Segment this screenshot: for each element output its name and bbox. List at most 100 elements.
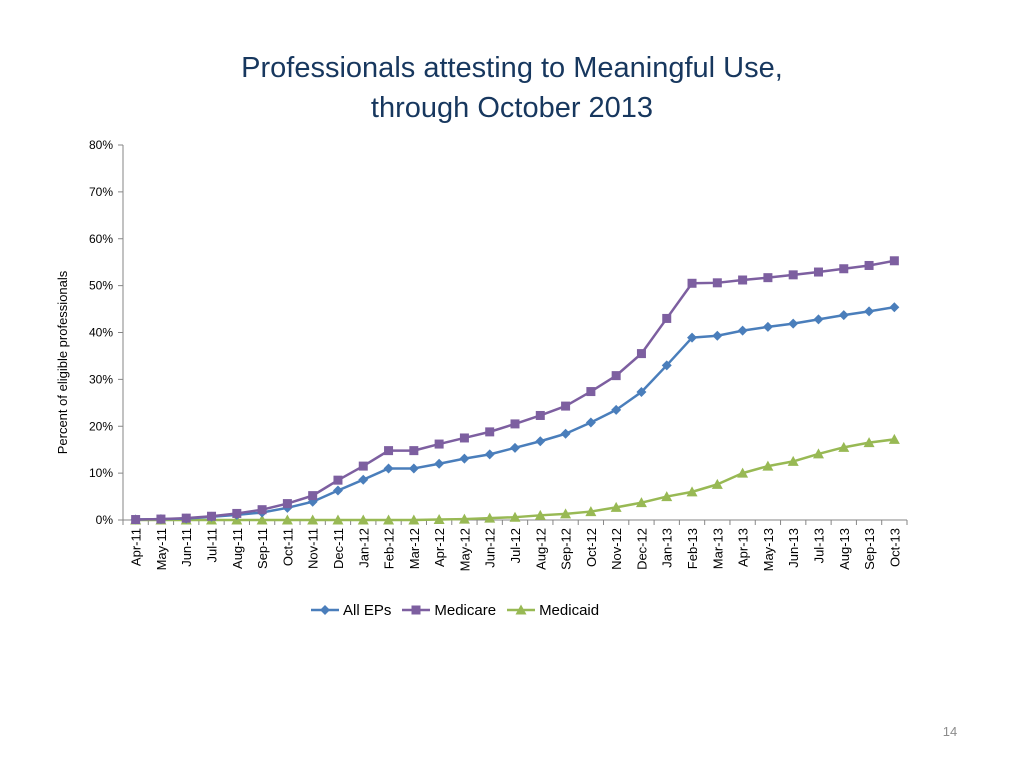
- data-point-all-eps: [510, 442, 520, 453]
- legend-label: Medicare: [434, 601, 497, 619]
- data-point-medicare: [636, 349, 646, 359]
- data-point-medicaid: [812, 448, 824, 459]
- data-point-medicaid: [661, 491, 673, 502]
- data-point-medicare: [763, 273, 773, 283]
- data-point-medicare: [662, 313, 672, 323]
- data-point-medicare: [510, 419, 520, 429]
- data-point-medicaid: [281, 514, 293, 525]
- data-point-medicaid: [863, 437, 875, 448]
- data-point-medicare: [586, 387, 596, 397]
- y-tick-label: 10%: [89, 466, 113, 480]
- data-point-medicare: [813, 267, 823, 277]
- page-number: 14: [942, 724, 958, 739]
- y-tick-label: 40%: [89, 326, 113, 340]
- y-tick-label: 50%: [89, 279, 113, 293]
- x-tick-label: Mar-12: [407, 528, 422, 569]
- data-point-all-eps: [762, 321, 773, 332]
- x-tick-label: Dec-11: [331, 528, 346, 569]
- data-point-all-eps: [687, 332, 698, 343]
- x-tick-label: Dec-12: [634, 528, 649, 570]
- data-point-all-eps: [383, 463, 394, 474]
- data-point-medicaid: [458, 513, 470, 524]
- data-point-medicaid: [762, 460, 774, 471]
- data-point-medicare: [282, 499, 292, 509]
- data-point-medicaid: [610, 501, 622, 512]
- data-point-medicare: [535, 410, 545, 420]
- data-point-medicaid: [509, 511, 521, 522]
- data-point-all-eps: [889, 302, 900, 313]
- data-point-medicare: [409, 446, 419, 456]
- data-point-medicaid: [357, 514, 369, 525]
- data-point-medicare: [358, 461, 368, 471]
- data-point-medicaid: [888, 433, 900, 444]
- data-point-medicaid: [686, 486, 698, 497]
- data-point-all-eps: [636, 387, 647, 398]
- y-axis-title: Percent of eligible professionals: [55, 270, 70, 454]
- data-point-all-eps: [838, 310, 849, 321]
- data-point-all-eps: [611, 404, 622, 415]
- y-tick-label: 80%: [89, 138, 113, 152]
- x-tick-label: Sep-11: [255, 528, 270, 569]
- data-point-medicare: [611, 371, 621, 381]
- data-point-medicaid: [307, 514, 319, 525]
- x-tick-label: Apr-12: [432, 528, 447, 567]
- data-point-medicare: [687, 278, 697, 288]
- data-point-medicare: [384, 446, 394, 456]
- legend-item-medicare: Medicare: [401, 602, 496, 619]
- data-point-all-eps: [712, 330, 723, 341]
- data-point-medicare: [712, 278, 722, 288]
- x-tick-label: Oct-11: [280, 528, 295, 566]
- data-point-medicaid: [560, 508, 572, 519]
- y-tick-label: 30%: [89, 372, 113, 386]
- data-point-medicaid: [484, 512, 496, 523]
- x-tick-label: Oct-13: [887, 528, 902, 567]
- data-point-medicare: [864, 260, 874, 270]
- x-tick-label: May-11: [154, 528, 169, 570]
- legend-label: Medicaid: [539, 601, 600, 619]
- data-point-all-eps: [737, 325, 748, 336]
- x-tick-label: Sep-13: [862, 528, 877, 570]
- x-tick-label: Mar-13: [710, 528, 725, 569]
- x-tick-label: Jul-13: [811, 528, 826, 563]
- data-point-medicare: [561, 401, 571, 411]
- data-point-all-eps: [358, 474, 369, 485]
- x-tick-label: Jun-11: [179, 528, 194, 567]
- x-tick-label: Nov-12: [609, 528, 624, 570]
- x-tick-label: Jul-12: [508, 528, 523, 563]
- x-tick-label: Nov-11: [306, 528, 321, 569]
- series-line-medicare: [135, 259, 895, 521]
- y-tick-label: 0%: [96, 513, 114, 527]
- y-tick-label: 70%: [89, 185, 113, 199]
- data-point-medicare: [839, 264, 849, 274]
- data-point-medicare: [232, 508, 242, 518]
- data-point-all-eps: [484, 449, 495, 460]
- data-point-all-eps: [788, 318, 799, 329]
- data-point-medicaid: [534, 509, 546, 520]
- data-point-medicare: [485, 427, 495, 437]
- data-point-all-eps: [864, 306, 875, 317]
- x-tick-label: Aug-12: [533, 528, 548, 570]
- y-tick-label: 60%: [89, 232, 113, 246]
- data-point-all-eps: [560, 428, 571, 439]
- y-tick-label: 20%: [89, 419, 113, 433]
- data-point-medicare: [308, 491, 318, 501]
- data-point-all-eps: [434, 458, 445, 469]
- data-point-medicare: [257, 505, 267, 515]
- data-point-medicare: [459, 433, 469, 443]
- legend-item-medicaid: Medicaid: [506, 602, 599, 619]
- x-tick-label: Jun-12: [483, 528, 498, 568]
- data-point-medicaid: [332, 514, 344, 525]
- data-point-all-eps: [408, 463, 419, 474]
- x-tick-label: Oct-12: [584, 528, 599, 567]
- data-point-medicaid: [256, 514, 268, 525]
- data-point-medicare: [333, 475, 343, 485]
- x-tick-label: Jul-11: [205, 528, 220, 562]
- data-point-all-eps: [585, 417, 596, 428]
- title-line-1: Professionals attesting to Meaningful Us…: [241, 52, 783, 84]
- legend-marker: [515, 604, 527, 615]
- legend-key-all-eps: [311, 605, 339, 615]
- data-point-all-eps: [332, 485, 343, 496]
- data-point-medicare: [738, 275, 748, 285]
